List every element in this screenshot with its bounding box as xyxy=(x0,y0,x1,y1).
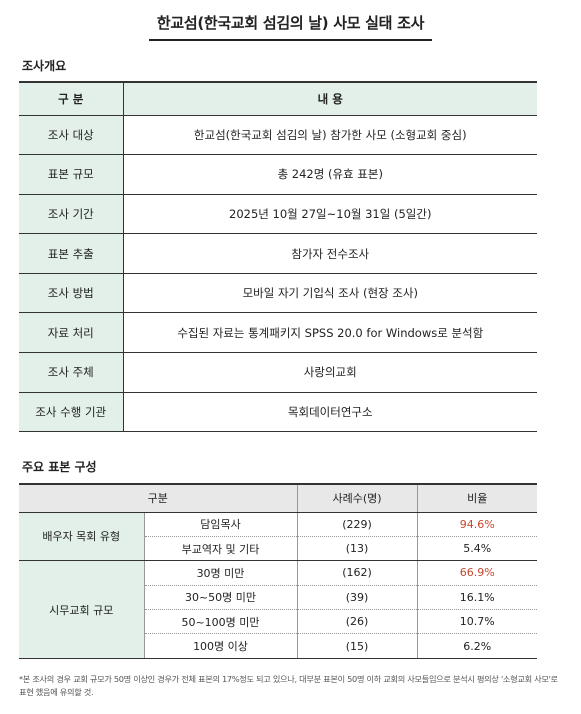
overview-table: 구 분 내 용 조사 대상 한교섬(한국교회 섬김의 날) 참가한 사모 (소형… xyxy=(19,81,537,433)
ratio-cell: 10.7% xyxy=(417,609,537,635)
footnote: *본 조사의 경우 교회 규모가 50명 이상인 경우가 전체 표본의 17%정… xyxy=(19,674,558,697)
count-cell: (162) xyxy=(297,560,418,586)
overview-header-key: 구 분 xyxy=(19,81,124,116)
overview-key: 조사 기간 xyxy=(19,194,124,235)
overview-value: 사랑의교회 xyxy=(123,352,537,393)
sample-section-label: 주요 표본 구성 xyxy=(22,460,97,474)
table-row: 시무교회 규모 30명 미만 (162) 66.9% xyxy=(19,560,537,659)
sample-table: 구분 사례수(명) 비율 배우자 목회 유형 담임목사 (229) 94.6% … xyxy=(19,483,537,659)
table-row: 조사 방법 모바일 자기 기입식 조사 (현장 조사) xyxy=(19,273,537,314)
subgroup-label: 30~50명 미만 xyxy=(144,585,298,611)
overview-section-label: 조사개요 xyxy=(22,59,67,73)
table-row: 표본 추출 참가자 전수조사 xyxy=(19,233,537,274)
sample-header-count: 사례수(명) xyxy=(297,483,418,513)
subgroup-label: 담임목사 xyxy=(144,512,298,537)
overview-value: 한교섬(한국교회 섬김의 날) 참가한 사모 (소형교회 중심) xyxy=(123,115,537,156)
table-row: 100명 이상 (15) 6.2% xyxy=(19,633,537,659)
overview-header-row: 구 분 내 용 xyxy=(19,81,537,116)
page-title: 한교섬(한국교회 섬김의 날) 사모 실태 조사 xyxy=(148,12,433,41)
table-row: 조사 기간 2025년 10월 27일~10월 31일 (5일간) xyxy=(19,194,537,235)
table-row: 표본 규모 총 242명 (유효 표본) xyxy=(19,154,537,195)
title-wrap: 한교섬(한국교회 섬김의 날) 사모 실태 조사 xyxy=(0,12,581,41)
count-cell: (13) xyxy=(297,536,418,562)
subgroup-label: 100명 이상 xyxy=(144,633,298,659)
sample-header-ratio: 비율 xyxy=(417,483,537,513)
ratio-cell: 66.9% xyxy=(417,560,537,586)
overview-key: 조사 수행 기관 xyxy=(19,392,124,433)
table-row: 50~100명 미만 (26) 10.7% xyxy=(19,609,537,635)
overview-header-value: 내 용 xyxy=(123,81,537,116)
group-label: 배우자 목회 유형 xyxy=(19,512,145,562)
overview-key: 표본 추출 xyxy=(19,233,124,274)
sample-header-row: 구분 사례수(명) 비율 xyxy=(19,483,537,513)
overview-value: 모바일 자기 기입식 조사 (현장 조사) xyxy=(123,273,537,314)
table-row: 조사 수행 기관 목회데이터연구소 xyxy=(19,392,537,433)
overview-value: 총 242명 (유효 표본) xyxy=(123,154,537,195)
count-cell: (15) xyxy=(297,633,418,659)
group-label: 시무교회 규모 xyxy=(19,560,145,659)
ratio-cell: 16.1% xyxy=(417,585,537,611)
overview-key: 표본 규모 xyxy=(19,154,124,195)
table-row: 자료 처리 수집된 자료는 통계패키지 SPSS 20.0 for Window… xyxy=(19,312,537,354)
sample-header-category: 구분 xyxy=(19,483,298,513)
overview-value: 수집된 자료는 통계패키지 SPSS 20.0 for Windows로 분석함 xyxy=(123,312,537,354)
overview-key: 조사 방법 xyxy=(19,273,124,314)
count-cell: (39) xyxy=(297,585,418,611)
table-row: 30~50명 미만 (39) 16.1% xyxy=(19,585,537,611)
subgroup-label: 부교역자 및 기타 xyxy=(144,536,298,562)
overview-value: 목회데이터연구소 xyxy=(123,392,537,433)
ratio-cell: 6.2% xyxy=(417,633,537,659)
table-row: 조사 대상 한교섬(한국교회 섬김의 날) 참가한 사모 (소형교회 중심) xyxy=(19,115,537,156)
subgroup-label: 30명 미만 xyxy=(144,560,298,586)
overview-key: 자료 처리 xyxy=(19,312,124,354)
table-row: 부교역자 및 기타 (13) 5.4% xyxy=(19,536,537,562)
subgroup-label: 50~100명 미만 xyxy=(144,609,298,635)
table-row: 배우자 목회 유형 담임목사 (229) 94.6% xyxy=(19,512,537,562)
count-cell: (26) xyxy=(297,609,418,635)
ratio-cell: 5.4% xyxy=(417,536,537,562)
overview-value: 2025년 10월 27일~10월 31일 (5일간) xyxy=(123,194,537,235)
overview-key: 조사 주체 xyxy=(19,352,124,393)
table-row: 조사 주체 사랑의교회 xyxy=(19,352,537,393)
overview-value: 참가자 전수조사 xyxy=(123,233,537,274)
overview-key: 조사 대상 xyxy=(19,115,124,156)
count-cell: (229) xyxy=(297,512,418,537)
ratio-cell: 94.6% xyxy=(417,512,537,537)
